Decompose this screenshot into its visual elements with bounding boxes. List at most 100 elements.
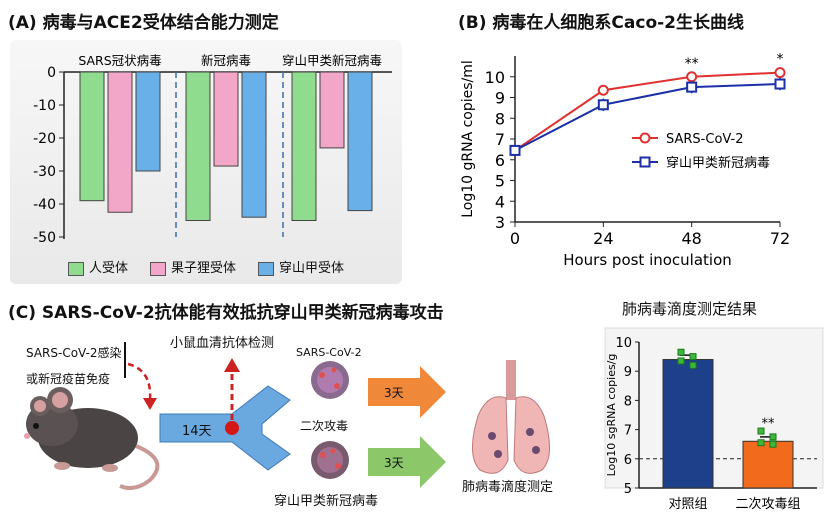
legend-civet: 果子狸受体 (150, 257, 236, 276)
legend-pangolin-swatch (258, 261, 275, 276)
panel-a-legend: 人受体 果子狸受体 穿山甲受体 (68, 257, 344, 276)
rechallenge-label: 二次攻毒 (300, 419, 349, 433)
bar-pangolin (347, 71, 373, 212)
point-pangolin (686, 81, 698, 93)
y-tick-label: 6 (624, 453, 632, 468)
y-tick-label: -20 (33, 131, 56, 147)
legend-civet-swatch (150, 261, 167, 276)
legend-human-label: 人受体 (89, 261, 129, 276)
y-axis-title: Log10 gRNA copies/ml (460, 60, 476, 218)
serum-sample-dot (225, 421, 239, 435)
sars-virus-icon (311, 361, 349, 399)
point-pangolin (597, 99, 609, 111)
series-line-sars (514, 71, 781, 152)
y-axis-title: Log10 sgRNA copies/g (605, 354, 618, 477)
virus-bottom-label: 穿山甲类新冠病毒 (274, 494, 379, 509)
data-point (757, 427, 765, 435)
bar-human (79, 71, 105, 202)
data-point (689, 353, 697, 361)
bar-rechallenge (742, 440, 794, 489)
x-tick-label: 72 (770, 229, 790, 248)
x-category-label: 对照组 (668, 497, 707, 512)
y-tick-label: -40 (33, 197, 56, 213)
y-tick-label: 0 (47, 65, 56, 81)
y-tick-label: 8 (624, 394, 632, 409)
y-tick-label: 5 (495, 172, 505, 191)
significance-marker: ** (762, 416, 776, 431)
bar-human (185, 71, 211, 221)
y-tick-label: 6 (495, 151, 505, 170)
virus-top-label: SARS-CoV-2 (296, 346, 362, 359)
legend-civet-label: 果子狸受体 (171, 261, 237, 276)
infection-label-1: SARS-CoV-2感染 (26, 346, 122, 360)
panel-a-title: (A) 病毒与ACE2受体结合能力测定 (8, 13, 279, 33)
bar-control (662, 359, 714, 489)
y-tick-label: 5 (624, 482, 632, 497)
bar-human (291, 71, 317, 221)
binding-bar-chart: 0 -10 -20 -30 -40 -50 SARS冠状病毒 新冠病毒 穿山甲类新冠病毒 (33, 53, 392, 246)
y-tick-label: 7 (495, 130, 505, 149)
days-14-label: 14天 (182, 424, 212, 439)
y-tick-label: 10 (615, 336, 632, 351)
panel-b-title: (B) 病毒在人细胞系Caco-2生长曲线 (458, 13, 745, 33)
significance-marker: ** (685, 56, 699, 72)
bar-civet (107, 71, 133, 213)
x-axis-title: Hours post inoculation (563, 251, 732, 269)
y-tick-label: 8 (495, 109, 505, 128)
bar-pangolin (135, 71, 161, 172)
bar-pangolin (241, 71, 267, 218)
point-sars (774, 67, 786, 79)
bar-civet (319, 71, 345, 149)
infection-label-2: 或新冠疫苗免疫 (26, 372, 111, 386)
point-sars (686, 71, 698, 83)
data-point (757, 439, 765, 447)
y-tick-label: 7 (624, 424, 632, 439)
y-tick-label: -50 (33, 230, 56, 246)
group-label: 穿山甲类新冠病毒 (282, 53, 382, 68)
serum-test-label: 小鼠血清抗体检测 (170, 336, 275, 351)
y-tick-label: 9 (495, 89, 505, 108)
legend-pangolin-label: 穿山甲受体 (279, 261, 345, 276)
data-point (689, 361, 697, 369)
lung-test-label: 肺病毒滴度测定 (462, 480, 554, 495)
experiment-diagram (24, 342, 550, 490)
legend-label-sars: SARS-CoV-2 (666, 132, 744, 147)
x-tick-label: 0 (510, 229, 520, 248)
data-point (769, 433, 777, 441)
bar-civet (213, 71, 239, 167)
y-tick-label: 9 (624, 365, 632, 380)
y-tick-label: -30 (33, 164, 56, 180)
three-day-arrow-top (368, 366, 446, 418)
point-pangolin (774, 78, 786, 90)
days-3-top-label: 3天 (384, 386, 404, 400)
lung-illustration (472, 360, 550, 474)
group-label: SARS冠状病毒 (78, 53, 161, 68)
series-line-pangolin (514, 83, 781, 152)
legend-human-swatch (68, 261, 84, 276)
group-label: 新冠病毒 (201, 53, 251, 68)
legend-marker-pangolin (639, 156, 651, 168)
days-3-bottom-label: 3天 (384, 456, 404, 470)
lung-titer-bar-chart: 5 6 7 8 9 10 Log10 sgRNA copies/g 对照组 二次攻毒组 ** (604, 327, 824, 512)
data-point (677, 348, 685, 356)
x-tick-label: 48 (681, 229, 701, 248)
panel-c-title: (C) SARS-CoV-2抗体能有效抵抗穿山甲类新冠病毒攻击 (8, 303, 444, 323)
pangolin-virus-icon (311, 441, 349, 479)
data-point (677, 357, 685, 365)
panel-d-title: 肺病毒滴度测定结果 (622, 300, 758, 318)
legend-human: 人受体 (68, 257, 128, 276)
x-category-label: 二次攻毒组 (735, 496, 800, 512)
legend-pangolin: 穿山甲受体 (258, 257, 344, 276)
x-tick-label: 24 (593, 229, 613, 248)
legend-marker-sars (639, 132, 651, 144)
significance-marker: * (777, 52, 784, 68)
y-tick-label: 10 (485, 68, 505, 87)
y-tick-label: 3 (495, 213, 505, 232)
legend-label-pangolin: 穿山甲类新冠病毒 (666, 155, 770, 171)
y-tick-label: 4 (495, 192, 505, 211)
infection-arrow (127, 362, 152, 401)
mouse-illustration (24, 387, 160, 490)
point-pangolin (509, 144, 521, 156)
data-point (769, 440, 777, 448)
